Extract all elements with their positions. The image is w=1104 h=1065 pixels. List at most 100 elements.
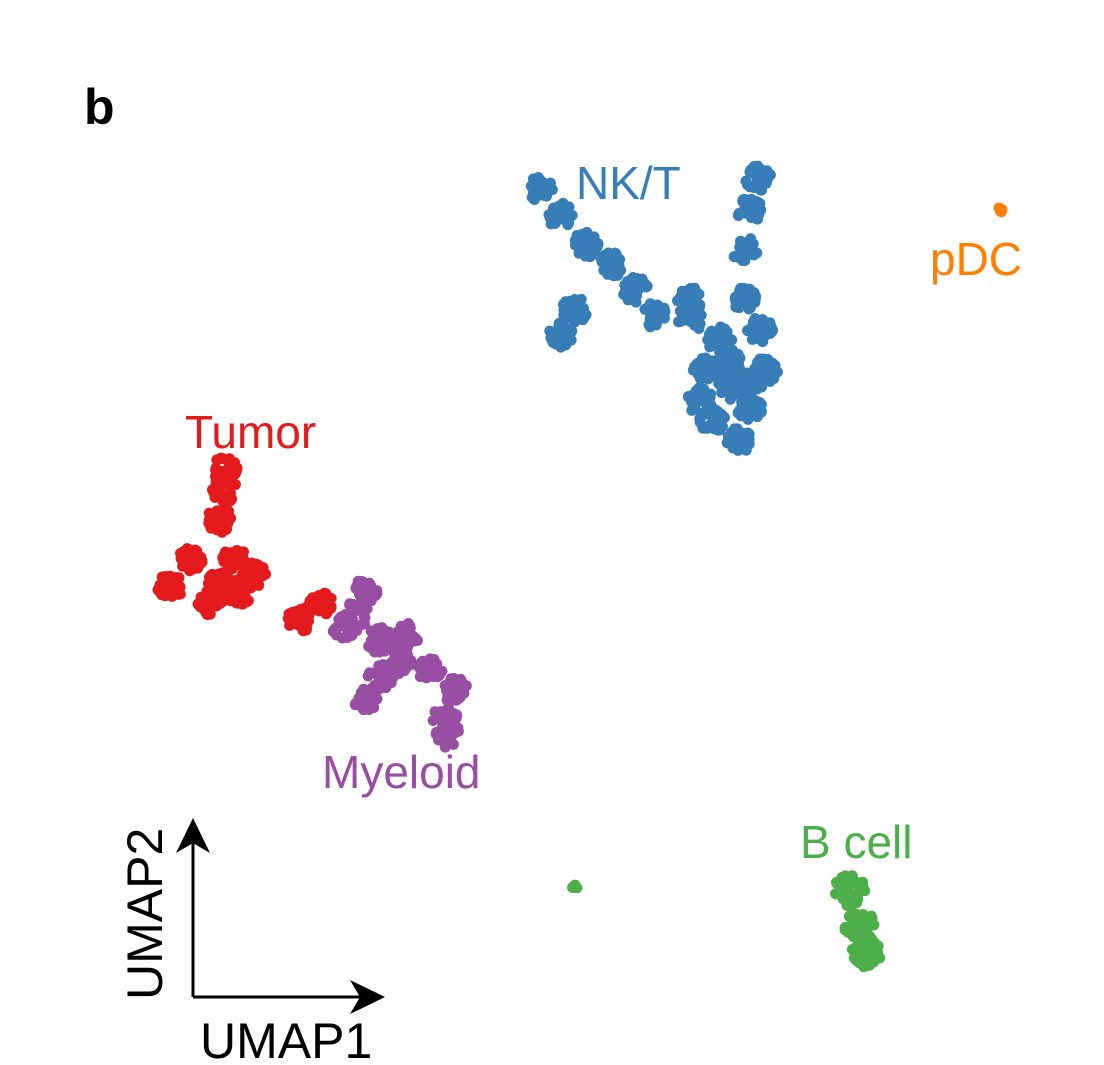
point-myeloid xyxy=(429,706,441,718)
point-tumor xyxy=(242,595,254,607)
point-tumor xyxy=(233,549,245,561)
point-myeloid xyxy=(344,628,356,640)
label-tumor: Tumor xyxy=(185,406,317,458)
point-nk-t xyxy=(754,353,766,365)
point-myeloid xyxy=(451,709,463,721)
point-nk-t xyxy=(651,299,663,311)
point-nk-t xyxy=(704,368,716,380)
point-myeloid xyxy=(454,691,466,703)
point-nk-t xyxy=(609,247,621,259)
point-tumor xyxy=(177,546,189,558)
point-myeloid xyxy=(330,621,342,633)
point-nk-t xyxy=(528,190,540,202)
point-tumor xyxy=(188,563,200,575)
label-nkt: NK/T xyxy=(576,157,681,209)
point-tumor xyxy=(177,560,189,572)
point-myeloid xyxy=(433,730,445,742)
point-tumor xyxy=(173,572,185,584)
point-nk-t xyxy=(600,259,612,271)
point-b-cell xyxy=(857,879,869,891)
panel-label: b xyxy=(84,79,115,135)
point-myeloid xyxy=(353,692,365,704)
point-nk-t xyxy=(580,309,592,321)
point-tumor xyxy=(216,596,228,608)
point-nk-t xyxy=(717,378,729,390)
point-nk-t xyxy=(763,168,775,180)
point-b-cell xyxy=(868,956,880,968)
point-myeloid xyxy=(379,628,391,640)
point-myeloid xyxy=(394,651,406,663)
point-nk-t xyxy=(622,294,634,306)
point-nk-t xyxy=(760,177,772,189)
point-b-cell xyxy=(846,870,858,882)
label-bcell: B cell xyxy=(800,816,913,868)
point-b-cell xyxy=(851,920,863,932)
point-nk-t xyxy=(739,207,751,219)
point-myeloid xyxy=(350,582,362,594)
point-nk-t xyxy=(742,412,754,424)
point-nk-t xyxy=(746,298,758,310)
x-arrowhead xyxy=(350,980,385,1014)
point-nk-t xyxy=(742,179,754,191)
point-b-cell xyxy=(863,930,875,942)
point-myeloid xyxy=(402,618,414,630)
point-myeloid xyxy=(440,706,452,718)
point-tumor xyxy=(228,464,240,476)
point-nk-t xyxy=(742,427,754,439)
point-nk-t xyxy=(755,204,767,216)
point-tumor xyxy=(216,472,228,484)
point-tumor xyxy=(200,607,212,619)
point-nk-t xyxy=(718,411,730,423)
axis-arrows xyxy=(176,818,385,1014)
label-myeloid: Myeloid xyxy=(322,746,481,798)
point-nk-t xyxy=(731,251,743,263)
point-nk-t xyxy=(698,359,710,371)
point-tumor xyxy=(325,602,337,614)
point-tumor xyxy=(153,583,165,595)
point-tumor xyxy=(315,599,327,611)
point-myeloid xyxy=(439,741,451,753)
point-nk-t xyxy=(681,285,693,297)
point-tumor xyxy=(292,619,304,631)
point-b-cell xyxy=(830,888,842,900)
point-nk-t xyxy=(687,400,699,412)
y-arrowhead xyxy=(176,818,210,853)
point-b-cell xyxy=(863,948,875,960)
point-tumor xyxy=(169,581,181,593)
point-b-cell xyxy=(567,882,579,894)
point-nk-t xyxy=(694,416,706,428)
label-pdc: pDC xyxy=(930,233,1023,285)
point-tumor xyxy=(218,550,230,562)
point-tumor xyxy=(223,453,235,465)
point-nk-t xyxy=(581,246,593,258)
point-nk-t xyxy=(581,226,593,238)
point-nk-t xyxy=(574,240,586,252)
point-b-cell xyxy=(856,935,868,947)
point-nk-t xyxy=(687,315,699,327)
point-nk-t xyxy=(566,312,578,324)
point-nk-t xyxy=(705,325,717,337)
point-nk-t xyxy=(754,316,766,328)
point-tumor xyxy=(258,568,270,580)
point-nk-t xyxy=(584,236,596,248)
point-myeloid xyxy=(357,607,369,619)
point-tumor xyxy=(220,512,232,524)
point-tumor xyxy=(225,494,237,506)
point-nk-t xyxy=(738,194,750,206)
point-tumor xyxy=(212,482,224,494)
point-tumor xyxy=(211,524,223,536)
point-nk-t xyxy=(757,335,769,347)
point-myeloid xyxy=(411,634,423,646)
point-nk-t xyxy=(740,400,752,412)
point-nk-t xyxy=(685,390,697,402)
point-nk-t xyxy=(751,411,763,423)
point-nk-t xyxy=(564,295,576,307)
point-tumor xyxy=(212,586,224,598)
point-nk-t xyxy=(755,399,767,411)
point-myeloid xyxy=(393,625,405,637)
point-myeloid xyxy=(416,668,428,680)
point-tumor xyxy=(229,559,241,571)
point-myeloid xyxy=(457,677,469,689)
point-b-cell xyxy=(846,906,858,918)
point-nk-t xyxy=(739,371,751,383)
